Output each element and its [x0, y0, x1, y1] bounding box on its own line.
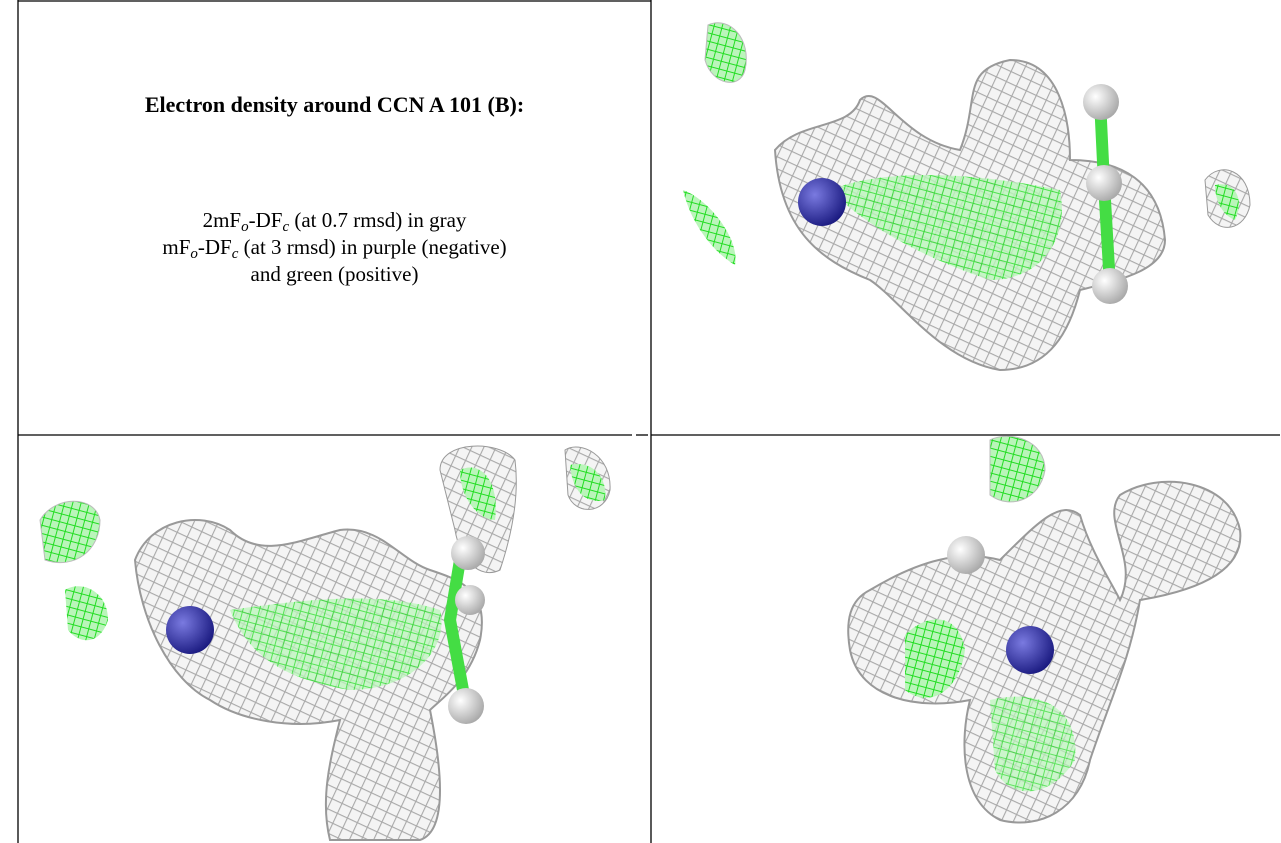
panel-top-right: [683, 22, 1251, 372]
text-run: mF: [162, 235, 191, 259]
text-run: and green (positive): [250, 262, 419, 286]
text-run: -DF: [248, 208, 283, 232]
table-borders: [17, 0, 1280, 843]
panel-bottom-left: [39, 445, 611, 841]
subscript: c: [231, 246, 239, 262]
legend-line: 2mFo-DFc (at 0.7 rmsd) in gray: [18, 207, 651, 235]
text-run: (at 0.7 rmsd) in gray: [289, 208, 467, 232]
legend-title: Electron density around CCN A 101 (B):: [144, 92, 525, 117]
subscript: o: [241, 219, 249, 235]
text-run: (at 3 rmsd) in purple (negative): [238, 235, 507, 259]
legend-lines: 2mFo-DFc (at 0.7 rmsd) in gray mFo-DFc (a…: [18, 207, 651, 288]
legend-line: mFo-DFc (at 3 rmsd) in purple (negative): [18, 234, 651, 262]
panel-bottom-right: [847, 435, 1242, 824]
text-run: -DF: [197, 235, 232, 259]
legend-cell: Electron density around CCN A 101 (B): 2…: [18, 0, 651, 434]
text-run: 2mF: [202, 208, 242, 232]
legend-line: and green (positive): [18, 261, 651, 288]
subscript: c: [282, 219, 290, 235]
subscript: o: [190, 246, 198, 262]
